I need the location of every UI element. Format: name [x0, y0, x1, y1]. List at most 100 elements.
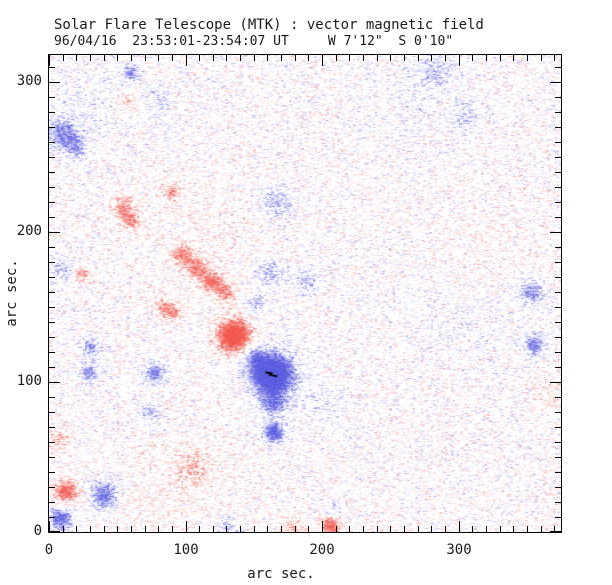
y-tick [555, 367, 561, 368]
y-tick [555, 202, 561, 203]
x-tick [554, 55, 555, 61]
y-tick [555, 337, 561, 338]
y-tick [555, 412, 561, 413]
y-tick [49, 127, 55, 128]
x-tick [349, 55, 350, 61]
y-tick [49, 217, 55, 218]
y-tick [555, 67, 561, 68]
x-tick [486, 526, 487, 532]
y-tick [555, 262, 561, 263]
y-tick [49, 487, 55, 488]
y-tick [49, 352, 55, 353]
x-tick-label: 300 [446, 542, 472, 558]
y-tick [555, 187, 561, 188]
plot-area [48, 54, 562, 533]
x-tick [459, 521, 460, 532]
y-tick [555, 127, 561, 128]
x-axis-label: arc sec. [247, 566, 315, 582]
x-tick [527, 55, 528, 61]
y-tick [555, 277, 561, 278]
y-tick [555, 172, 561, 173]
x-tick [513, 55, 514, 61]
y-tick [555, 487, 561, 488]
x-tick [158, 55, 159, 61]
x-tick [145, 55, 146, 61]
x-tick [254, 526, 255, 532]
x-tick [104, 55, 105, 61]
x-tick [377, 55, 378, 61]
y-tick-label: 100 [16, 373, 42, 389]
x-tick [267, 55, 268, 61]
y-tick [49, 97, 55, 98]
x-tick [158, 526, 159, 532]
y-tick-label: 200 [16, 223, 42, 239]
y-tick [49, 112, 55, 113]
x-tick [131, 55, 132, 61]
x-tick [431, 526, 432, 532]
y-tick [555, 97, 561, 98]
y-tick [555, 247, 561, 248]
x-tick [541, 55, 542, 61]
y-tick [49, 502, 55, 503]
x-tick [472, 526, 473, 532]
x-tick [295, 55, 296, 61]
x-tick [63, 526, 64, 532]
y-tick [49, 472, 55, 473]
y-tick [49, 412, 55, 413]
y-tick [555, 142, 561, 143]
y-tick [555, 442, 561, 443]
y-tick [49, 202, 55, 203]
x-tick [226, 526, 227, 532]
y-tick [555, 457, 561, 458]
y-tick [49, 247, 55, 248]
magnetogram-canvas [49, 55, 561, 532]
y-tick [49, 262, 55, 263]
x-tick [254, 55, 255, 61]
y-tick [49, 457, 55, 458]
x-tick [226, 55, 227, 61]
x-tick [117, 55, 118, 61]
y-tick [49, 232, 60, 233]
y-tick [49, 307, 55, 308]
x-tick [363, 55, 364, 61]
x-tick [363, 526, 364, 532]
y-tick [555, 157, 561, 158]
x-tick [76, 55, 77, 61]
x-tick [199, 526, 200, 532]
y-tick [49, 442, 55, 443]
y-tick [49, 382, 60, 383]
x-tick-label: 100 [173, 542, 199, 558]
x-tick [240, 526, 241, 532]
y-tick [555, 427, 561, 428]
x-tick [117, 526, 118, 532]
y-tick [49, 427, 55, 428]
x-tick [527, 526, 528, 532]
x-tick-label: 200 [309, 542, 335, 558]
x-tick [172, 526, 173, 532]
y-tick [49, 277, 55, 278]
figure-subtitle: 96/04/16 23:53:01-23:54:07 UT W 7'12" S … [54, 34, 454, 49]
y-tick [49, 292, 55, 293]
x-tick-label: 0 [44, 542, 54, 558]
y-tick [555, 397, 561, 398]
x-tick [336, 55, 337, 61]
y-tick [49, 337, 55, 338]
x-tick [186, 55, 187, 66]
x-tick [76, 526, 77, 532]
x-tick [513, 526, 514, 532]
x-tick [445, 526, 446, 532]
x-tick [308, 526, 309, 532]
x-tick [554, 526, 555, 532]
y-tick [550, 82, 561, 83]
y-tick [555, 322, 561, 323]
y-tick [555, 472, 561, 473]
x-tick [472, 55, 473, 61]
y-tick [49, 67, 55, 68]
x-tick [131, 526, 132, 532]
x-tick [486, 55, 487, 61]
x-tick [281, 526, 282, 532]
y-tick [555, 502, 561, 503]
y-tick [49, 517, 55, 518]
x-tick [404, 55, 405, 61]
